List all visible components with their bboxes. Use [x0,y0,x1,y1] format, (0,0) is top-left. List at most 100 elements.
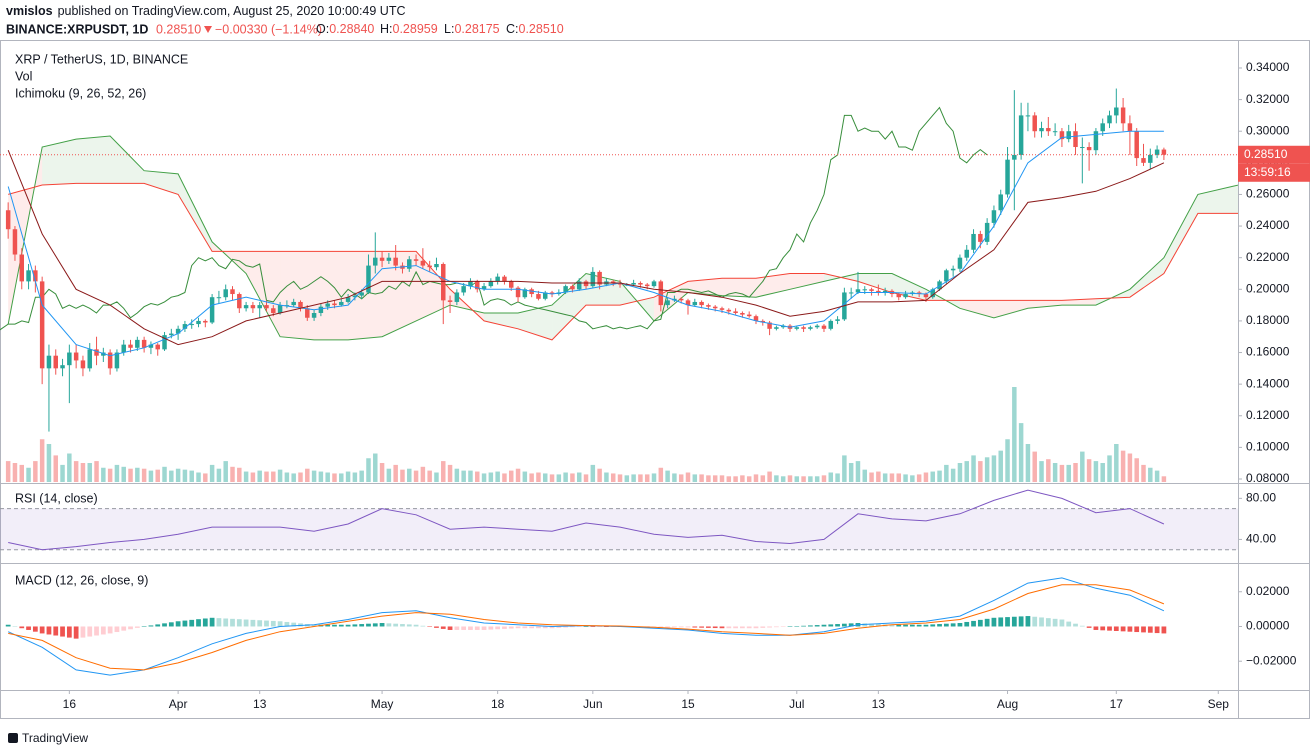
histogram-bar [950,623,956,627]
candle-body [542,292,548,299]
histogram-bar [413,624,419,627]
volume-bar [910,475,915,482]
candle-body [964,249,969,258]
pane-0 [0,88,1238,482]
histogram-bar [359,624,365,627]
candle-body [869,289,874,291]
candle-body [971,233,976,250]
histogram-bar [461,626,467,630]
candle-body [325,303,330,307]
volume-bar [780,476,786,482]
cloud-segment [42,139,77,185]
candle-body [80,360,86,369]
volume-bar [393,464,398,482]
candle-body [644,284,650,287]
histogram-bar [393,623,399,627]
volume-bar [1134,458,1139,482]
candle-body [148,344,154,348]
candle-body [1161,149,1167,155]
candle-body [94,349,99,356]
volume-bar [291,473,296,482]
histogram-bar [230,618,235,627]
histogram-bar [202,618,208,627]
candle-body [753,316,759,321]
volume-bar [821,475,827,482]
plot-layer [0,88,1238,676]
histogram-bar [311,624,317,627]
histogram-bar [916,624,922,627]
candle-body [1086,147,1092,151]
histogram-bar [175,621,181,627]
histogram-bar [909,624,915,627]
candle-body [774,327,779,329]
y-tick-label: 0.26000 [1246,187,1290,201]
volume-bar [339,473,344,482]
candle-body [855,289,861,293]
histogram-bar [1025,616,1031,627]
volume-bar [407,468,412,482]
volume-bar [509,470,514,482]
volume-bar [189,470,194,482]
candle-body [563,286,568,293]
brand-name: TradingView [22,731,88,745]
candle-body [1005,159,1010,195]
candle-body [447,300,453,302]
candle-body [1093,131,1099,151]
volume-bar [209,464,215,482]
candle-body [257,305,262,309]
histogram-bar [1005,617,1010,627]
volume-bar [264,471,269,482]
candle-body [243,305,249,309]
cloud-segment [721,278,756,298]
candle-body [576,281,582,290]
candle-body [502,276,507,282]
candle-body [984,222,990,242]
volume-bar [1127,453,1133,482]
candle-body [1046,128,1051,132]
volume-bar [223,461,228,482]
ohlc-key: C: [506,22,519,36]
volume-bar [808,476,813,482]
histogram-bar [182,620,188,627]
lagging-span [0,106,988,331]
candle-body [631,282,636,285]
rsi-band [0,508,1238,550]
volume-bar [964,461,969,482]
histogram-bar [515,626,521,629]
volume-bar [1154,470,1160,482]
volume-bar [889,473,895,482]
candle-body [175,328,181,334]
last-price-tag [1238,145,1310,164]
histogram-bar [134,626,140,628]
volume-bar [121,466,126,482]
histogram-bar [114,626,120,633]
volume-bar [1100,463,1105,482]
author: vmislos [6,4,53,18]
volume-bar [1161,476,1167,482]
histogram-bar [896,624,902,627]
candle-body [597,271,602,285]
candle-body [794,327,800,329]
candle-body [712,306,718,309]
candle-body [1012,154,1017,160]
volume-bar [556,474,562,482]
candle-body [1018,115,1024,155]
volume-bar [468,470,473,482]
candle-body [814,325,820,328]
ichimoku-legend: Ichimoku (9, 26, 52, 26) [15,86,146,100]
histogram-bar [66,626,72,638]
volume-bar [522,471,528,482]
volume-bar [862,469,868,482]
histogram-bar [678,626,684,628]
histogram-bar [1113,626,1119,631]
volume-bar [461,470,466,482]
volume-bar [386,468,392,482]
volume-bar [400,469,405,482]
candle-body [434,264,439,268]
volume-bar [284,472,290,482]
volume-bar [1039,461,1044,482]
histogram-bar [488,626,494,630]
candle-body [957,257,963,269]
candle-body [1154,149,1160,155]
candle-body [332,303,337,306]
